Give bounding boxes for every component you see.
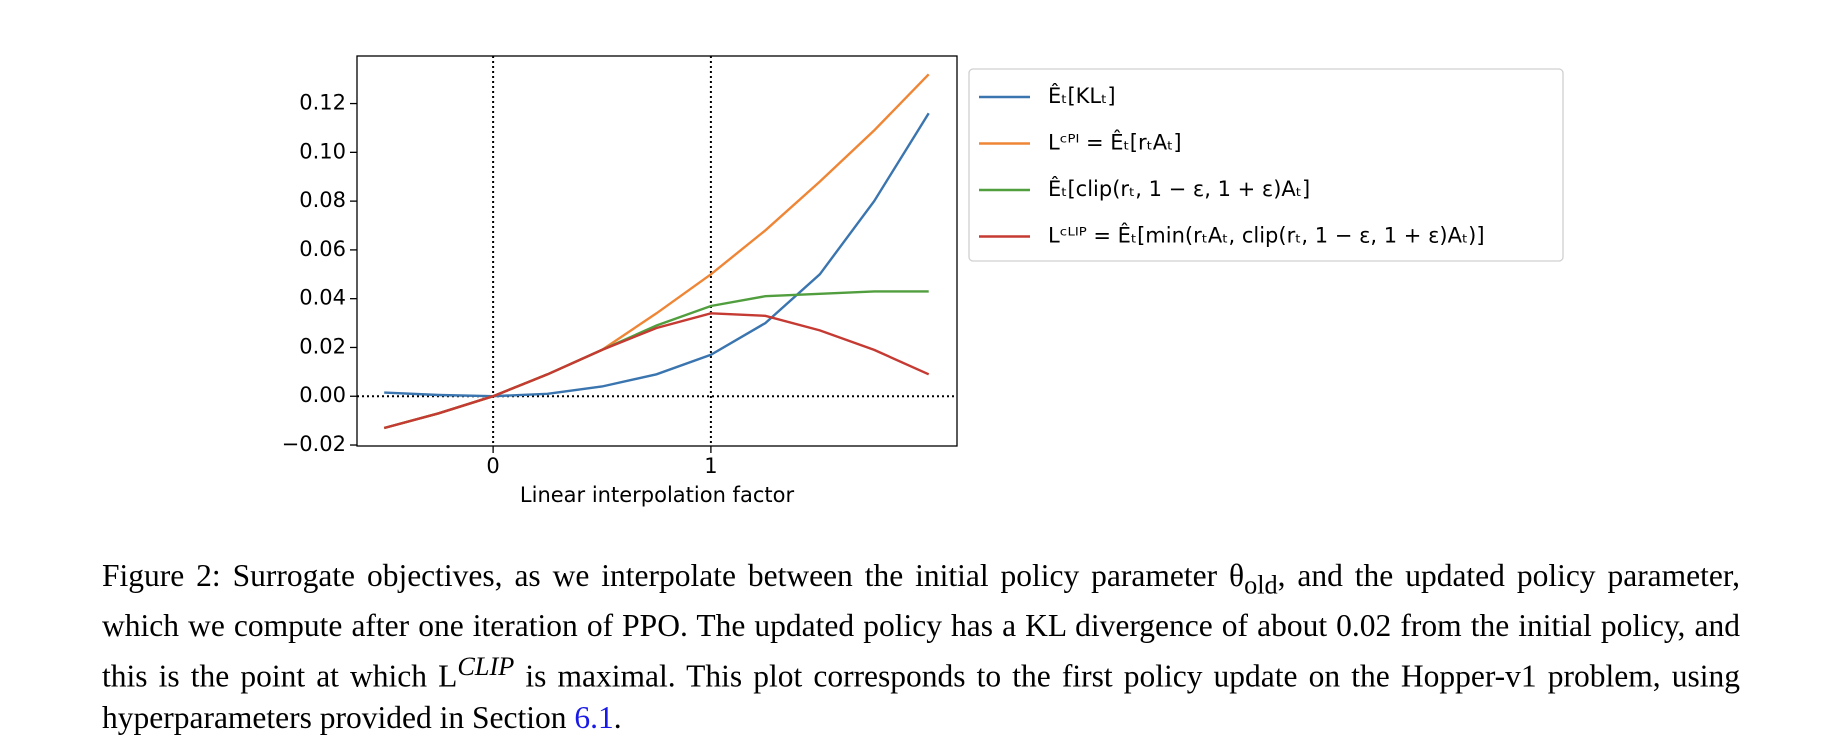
legend-label: Êₜ[KLₜ] — [1048, 83, 1116, 108]
caption-text: Figure 2: Surrogate objectives, as we in… — [102, 558, 1245, 593]
section-link[interactable]: 6.1 — [574, 699, 614, 735]
y-tick-label: 0.02 — [299, 334, 346, 358]
caption-sub: old — [1244, 570, 1278, 600]
series-line — [384, 112, 930, 398]
y-tick-label: 0.12 — [299, 91, 346, 115]
x-axis-label: Linear interpolation factor — [520, 483, 795, 507]
caption-sup: CLIP — [457, 652, 515, 682]
caption-text: , and the updated policy parameter, whic… — [102, 558, 1740, 694]
y-tick-label: 0.08 — [299, 188, 346, 212]
legend-label: Êₜ[clip(rₜ, 1 − ε, 1 + ε)Aₜ] — [1048, 176, 1310, 201]
y-tick-label: 0.04 — [299, 286, 346, 310]
chart: Linear interpolation factor −0.02 0.00 0.0… — [282, 55, 1564, 507]
series-line — [383, 312, 930, 430]
legend-label: Lᶜᴸᴵᴾ = Êₜ[min(rₜAₜ, clip(rₜ, 1 − ε, 1 +… — [1048, 223, 1485, 248]
y-tick-label: −0.02 — [282, 432, 346, 456]
caption-text: . — [613, 699, 622, 735]
y-tick-label: 0.10 — [299, 139, 346, 163]
caption: Figure 2: Surrogate objectives, as we in… — [102, 555, 1740, 738]
legend-box — [968, 68, 1564, 262]
y-tick-label: 0.06 — [299, 237, 346, 261]
y-tick-label: 0.00 — [299, 383, 346, 407]
x-tick-label: 1 — [704, 454, 717, 478]
legend-label: Lᶜᴾᴵ = Êₜ[rₜAₜ] — [1048, 130, 1182, 155]
x-tick-label: 0 — [486, 454, 499, 478]
axes-frame — [356, 55, 958, 447]
caption-text: is maximal. This plot corresponds to the… — [102, 658, 1740, 735]
